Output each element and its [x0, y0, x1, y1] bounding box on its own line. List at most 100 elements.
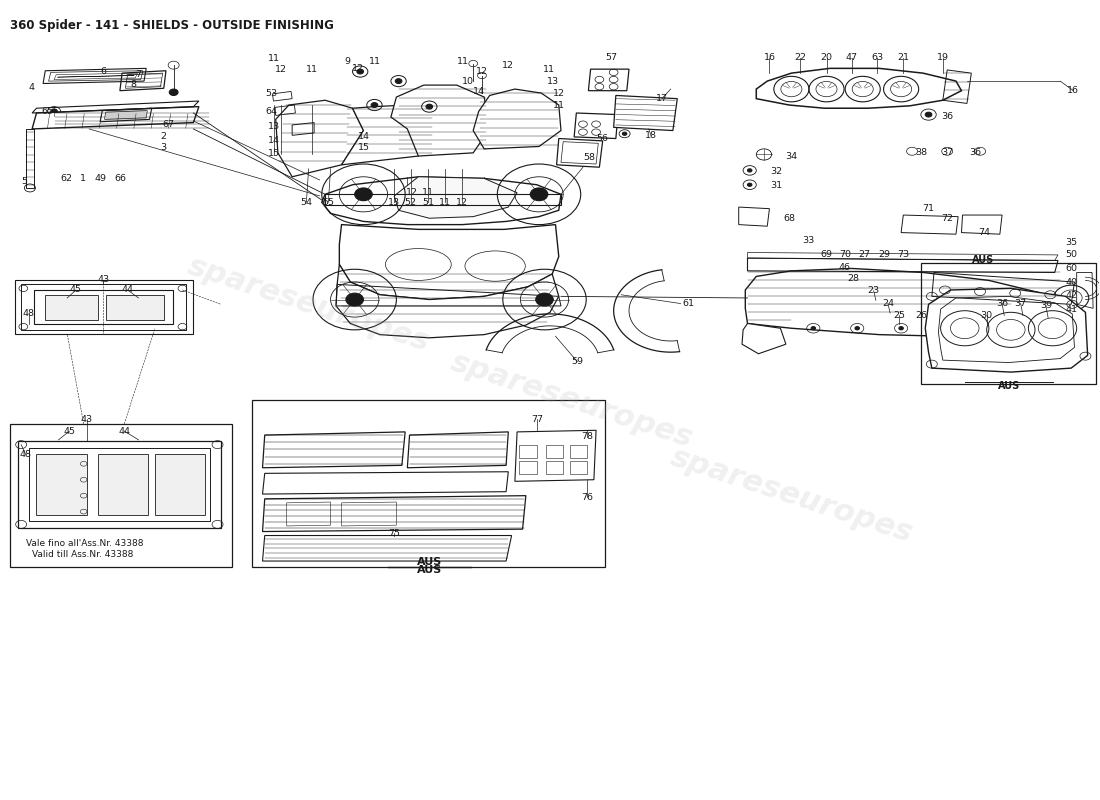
Text: 78: 78: [581, 432, 593, 441]
Text: 75: 75: [388, 529, 400, 538]
Text: 59: 59: [571, 358, 583, 366]
Circle shape: [169, 89, 178, 95]
Text: 13: 13: [388, 198, 400, 206]
Polygon shape: [925, 288, 1088, 372]
Text: 17: 17: [656, 94, 668, 103]
Circle shape: [354, 188, 372, 201]
Text: 70: 70: [839, 250, 851, 258]
Text: 34: 34: [785, 151, 798, 161]
Text: 24: 24: [882, 299, 894, 308]
Text: 14: 14: [267, 136, 279, 145]
Polygon shape: [98, 454, 148, 515]
Text: 31: 31: [770, 181, 782, 190]
Text: 15: 15: [358, 142, 370, 152]
Text: 16: 16: [763, 54, 776, 62]
Text: AUS: AUS: [417, 565, 442, 575]
Circle shape: [530, 188, 548, 201]
Text: 41: 41: [1065, 305, 1077, 314]
Text: 43: 43: [98, 275, 110, 284]
Text: 38: 38: [915, 148, 927, 158]
Text: 50: 50: [1065, 250, 1077, 259]
Text: 77: 77: [531, 414, 542, 424]
Text: 18: 18: [645, 131, 657, 140]
Text: AUS: AUS: [417, 557, 442, 567]
Text: 16: 16: [1067, 86, 1079, 95]
Polygon shape: [322, 177, 561, 225]
Text: 25: 25: [893, 311, 905, 320]
Text: 49: 49: [95, 174, 106, 183]
Text: 11: 11: [439, 198, 451, 206]
Text: 66: 66: [114, 174, 125, 183]
Text: 63: 63: [871, 54, 883, 62]
Text: 28: 28: [847, 274, 859, 283]
Circle shape: [1031, 326, 1035, 330]
Circle shape: [623, 132, 627, 135]
Text: 27: 27: [858, 250, 870, 258]
Polygon shape: [757, 68, 961, 108]
Circle shape: [395, 78, 402, 83]
Text: 37: 37: [942, 148, 954, 158]
Text: 60: 60: [1065, 264, 1077, 273]
Text: 4: 4: [28, 83, 34, 92]
Text: 11: 11: [458, 58, 470, 66]
Text: spareseuropes: spareseuropes: [184, 251, 433, 358]
Polygon shape: [155, 454, 206, 515]
Text: Valid till Ass.Nr. 43388: Valid till Ass.Nr. 43388: [32, 550, 133, 559]
Text: 39: 39: [1040, 302, 1052, 310]
Text: AUS: AUS: [998, 381, 1020, 391]
Polygon shape: [276, 100, 363, 177]
Text: 20: 20: [821, 54, 833, 62]
Text: 9: 9: [344, 57, 350, 66]
Polygon shape: [106, 294, 164, 320]
Text: 57: 57: [605, 53, 617, 62]
Text: 8: 8: [130, 80, 136, 89]
Text: 360 Spider - 141 - SHIELDS - OUTSIDE FINISHING: 360 Spider - 141 - SHIELDS - OUTSIDE FIN…: [10, 19, 334, 32]
Text: 11: 11: [543, 65, 554, 74]
Polygon shape: [263, 432, 405, 468]
Circle shape: [987, 326, 991, 330]
Text: 51: 51: [422, 198, 435, 206]
Text: 12: 12: [456, 198, 469, 206]
Text: 6: 6: [100, 67, 107, 76]
Text: 47: 47: [846, 54, 858, 62]
Text: 12: 12: [503, 61, 515, 70]
Text: 44: 44: [119, 426, 130, 435]
Polygon shape: [473, 89, 561, 149]
Text: 29: 29: [879, 250, 891, 258]
Text: 11: 11: [422, 188, 435, 198]
Text: 61: 61: [682, 299, 694, 308]
Text: 52: 52: [405, 198, 417, 206]
Text: 26: 26: [915, 311, 927, 320]
Text: 10: 10: [462, 77, 474, 86]
Text: spareseuropes: spareseuropes: [447, 347, 697, 453]
Text: 46: 46: [838, 263, 850, 272]
Circle shape: [899, 326, 903, 330]
Text: 55: 55: [322, 198, 334, 206]
Text: spareseuropes: spareseuropes: [667, 442, 916, 549]
Circle shape: [536, 293, 553, 306]
Polygon shape: [742, 323, 785, 354]
Text: 69: 69: [821, 250, 833, 258]
Circle shape: [943, 326, 947, 330]
Text: 2: 2: [161, 132, 167, 141]
Text: 73: 73: [898, 250, 910, 258]
Text: 13: 13: [547, 77, 560, 86]
Text: 11: 11: [267, 54, 279, 63]
Text: 15: 15: [267, 149, 279, 158]
Polygon shape: [341, 105, 440, 165]
Polygon shape: [263, 496, 526, 531]
Text: 37: 37: [1014, 299, 1026, 308]
Text: 13: 13: [267, 122, 279, 131]
Text: 33: 33: [802, 236, 814, 245]
Text: 54: 54: [300, 198, 312, 206]
Polygon shape: [263, 472, 508, 494]
Circle shape: [748, 169, 752, 172]
Text: 44: 44: [122, 286, 133, 294]
Polygon shape: [746, 269, 1064, 336]
Text: 36: 36: [996, 299, 1008, 308]
Text: 21: 21: [898, 54, 910, 62]
Text: 30: 30: [980, 311, 993, 320]
Text: 72: 72: [942, 214, 954, 222]
Polygon shape: [45, 294, 98, 320]
Text: 19: 19: [937, 54, 949, 62]
